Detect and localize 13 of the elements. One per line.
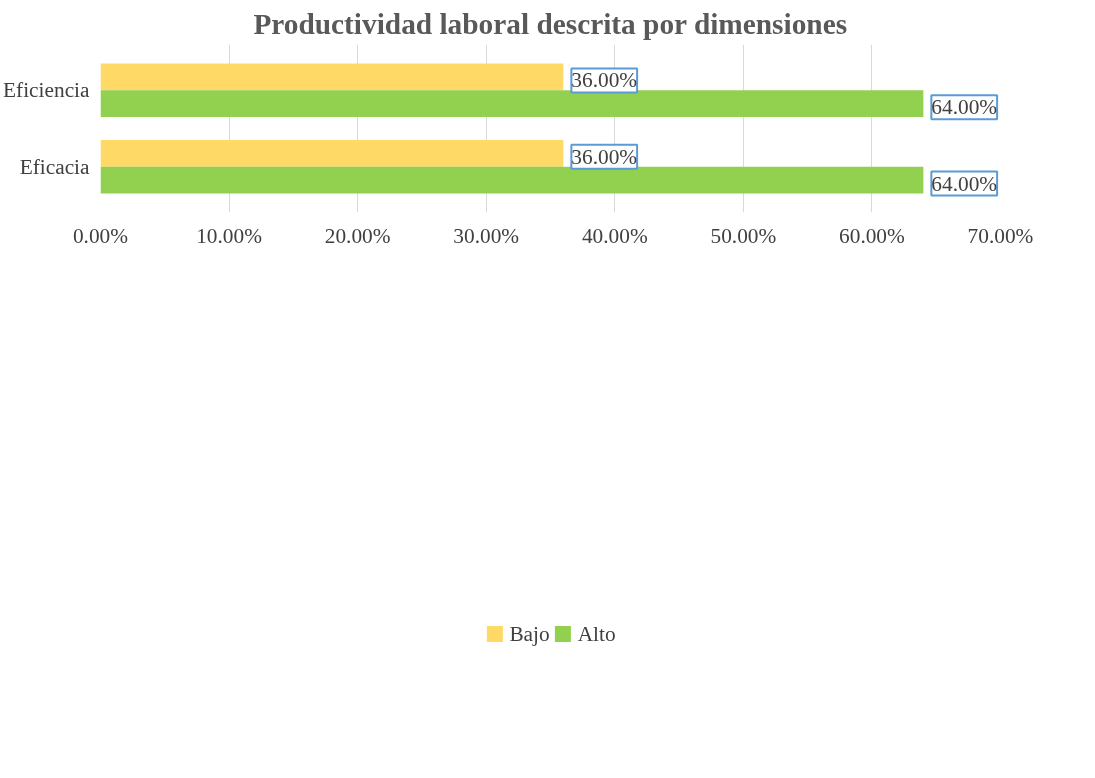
x-tick-label: 10.00% (196, 223, 263, 248)
x-tick-label: 30.00% (453, 223, 520, 248)
x-tick-label: 20.00% (324, 223, 391, 248)
x-tick-label: 50.00% (710, 223, 777, 248)
y-tick-label: Eficacia (19, 154, 91, 179)
y-tick-label: Eficiencia (3, 78, 91, 103)
legend-label: Bajo (509, 621, 550, 647)
x-tick-label: 40.00% (581, 223, 648, 248)
x-tick-label: 60.00% (839, 223, 906, 248)
chart-title: Productividad laboral descrita por dimensiones (253, 7, 848, 40)
x-tick-label: 0.00% (72, 223, 129, 248)
legend-label: Alto (577, 621, 616, 647)
x-tick-label: 70.00% (967, 223, 1034, 248)
